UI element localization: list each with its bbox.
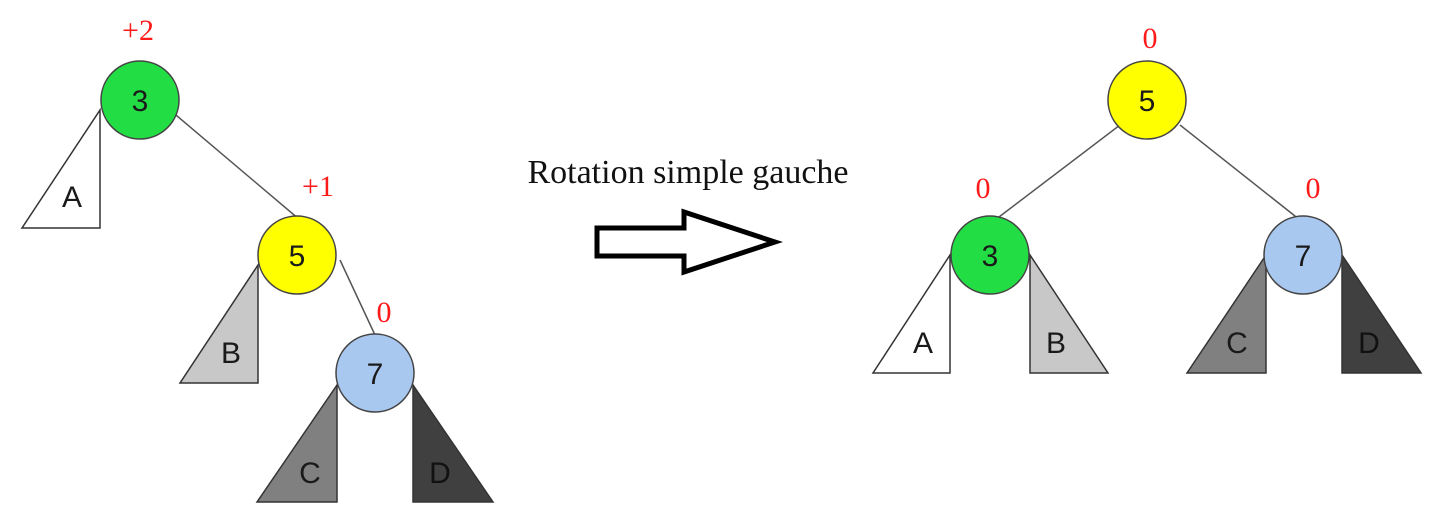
- leaf-label-b-before: B: [221, 337, 241, 370]
- balance-factor-5-after: 0: [1143, 22, 1158, 55]
- leaf-label-d-before: D: [429, 457, 451, 490]
- leaf-label-c-after: C: [1226, 327, 1248, 360]
- subtree-a-after: [871, 252, 951, 374]
- subtree-c-before: [255, 382, 338, 503]
- subtree-b-after: [1029, 252, 1110, 374]
- node-label-5-before: 5: [289, 240, 306, 273]
- subtree-d-after: [1341, 252, 1423, 374]
- leaf-label-c-before: C: [299, 457, 321, 490]
- leaf-label-d-after: D: [1358, 327, 1380, 360]
- node-label-7-before: 7: [367, 358, 384, 391]
- leaf-label-a-before: A: [62, 181, 82, 214]
- balance-factor-7-after: 0: [1306, 172, 1321, 205]
- subtree-a-before: [20, 107, 101, 229]
- edge-5-3-after: [994, 124, 1121, 221]
- node-label-7-after: 7: [1295, 240, 1312, 273]
- node-label-3-after: 3: [982, 240, 999, 273]
- right-arrow-icon: [594, 208, 783, 276]
- rotation-caption: Rotation simple gauche: [527, 154, 848, 191]
- node-7-before: [335, 333, 415, 413]
- edge-3-5-before: [169, 109, 301, 221]
- leaf-label-b-after: B: [1046, 327, 1066, 360]
- edge-5-7-before: [339, 259, 376, 336]
- node-5-after: [1107, 60, 1187, 140]
- subtree-c-after: [1185, 252, 1267, 374]
- subtree-d-before: [412, 382, 495, 503]
- balance-factor-3-before: +2: [122, 14, 154, 47]
- node-label-3-before: 3: [132, 85, 149, 118]
- balance-factor-5-before: +1: [302, 170, 334, 203]
- node-5-before: [257, 215, 337, 295]
- balance-factor-7-before: 0: [377, 296, 392, 329]
- leaf-label-a-after: A: [913, 327, 933, 360]
- node-3-before: [100, 60, 180, 140]
- balance-factor-3-after: 0: [976, 172, 991, 205]
- node-3-after: [950, 215, 1030, 295]
- subtree-b-before: [178, 262, 259, 384]
- edge-5-7-after: [1179, 124, 1301, 221]
- tree-before: A B C D 3 +2 5 +1 7 0: [20, 14, 495, 503]
- node-7-after: [1263, 215, 1343, 295]
- node-label-5-after: 5: [1139, 85, 1156, 118]
- tree-after: A B C D 5 0 3 0 7 0: [871, 22, 1423, 374]
